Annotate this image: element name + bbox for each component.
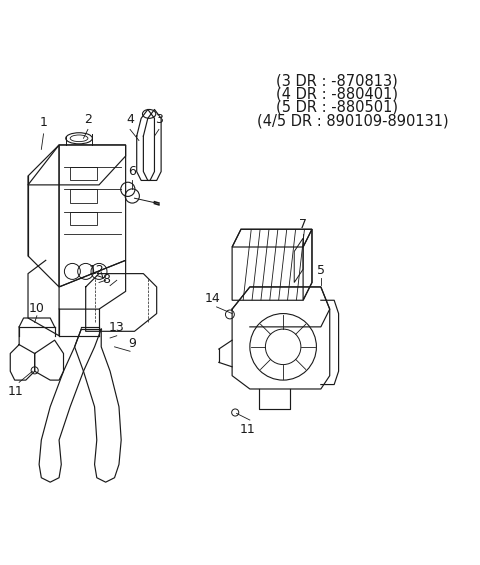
Text: 4: 4 — [126, 114, 134, 127]
Text: (4/5 DR : 890109-890131): (4/5 DR : 890109-890131) — [256, 113, 448, 128]
Text: 1: 1 — [40, 116, 48, 129]
Text: 3: 3 — [155, 114, 163, 127]
Text: 9: 9 — [128, 337, 136, 350]
Text: 8: 8 — [102, 272, 109, 285]
Text: 11: 11 — [8, 385, 24, 398]
Text: (5 DR : -880501): (5 DR : -880501) — [276, 100, 398, 115]
Text: 13: 13 — [109, 320, 125, 333]
Text: 6: 6 — [128, 165, 136, 178]
Text: 7: 7 — [299, 219, 307, 232]
Text: 12: 12 — [89, 264, 105, 277]
Text: 5: 5 — [317, 264, 325, 277]
Text: (4 DR : -880401): (4 DR : -880401) — [276, 86, 398, 102]
Text: (3 DR : -870813): (3 DR : -870813) — [276, 73, 398, 88]
Text: 14: 14 — [204, 292, 220, 305]
Text: 10: 10 — [29, 302, 45, 315]
Text: 11: 11 — [240, 423, 255, 436]
Text: 2: 2 — [84, 114, 92, 127]
